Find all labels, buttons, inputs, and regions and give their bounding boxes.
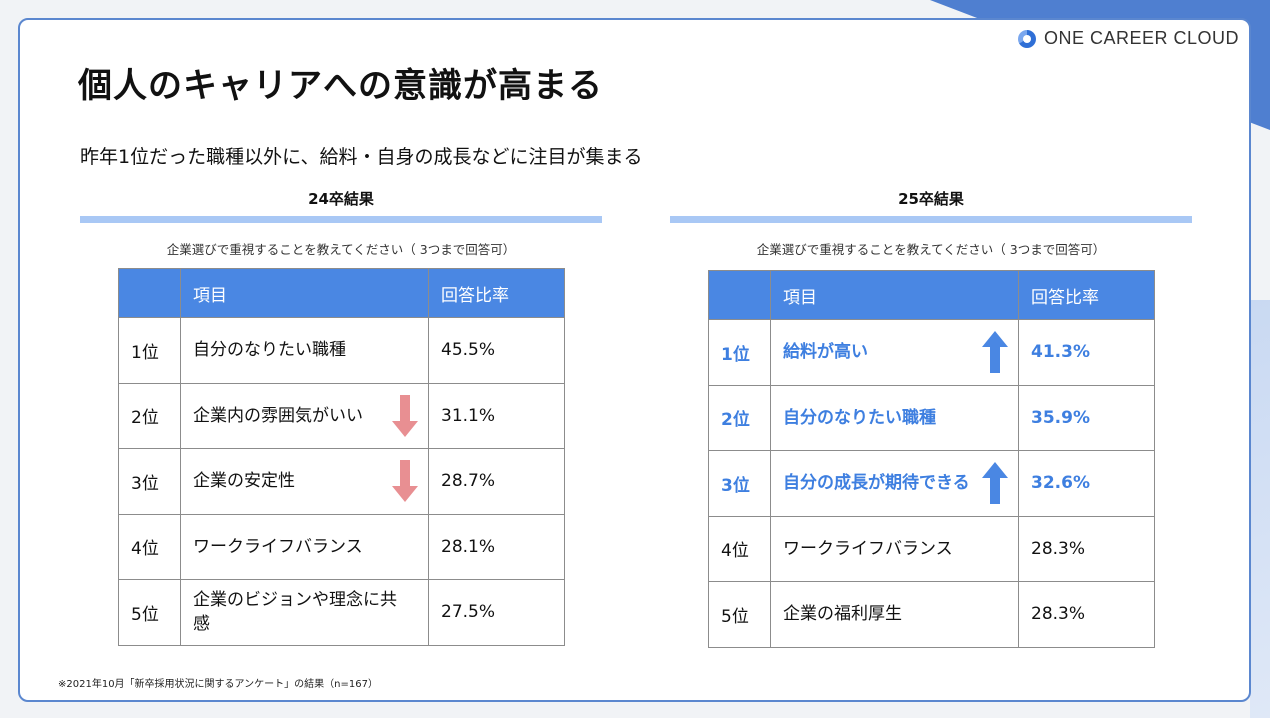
- rate-cell: 32.6%: [1018, 450, 1155, 517]
- rank-cell: 2位: [118, 382, 181, 449]
- item-label: 企業内の雰囲気がいい: [193, 405, 363, 426]
- table-row: 1位 給料が高い 41.3%: [708, 319, 1155, 386]
- item-label: 自分のなりたい職種: [193, 340, 346, 361]
- table-row: 3位 企業の安定性 28.7%: [118, 448, 565, 515]
- table-row: 4位 ワークライフバランス 28.1%: [118, 513, 565, 580]
- item-label: 企業のビジョンや理念に共感: [193, 590, 397, 635]
- rate-cell: 28.3%: [1018, 581, 1155, 648]
- rate-cell: 41.3%: [1018, 319, 1155, 386]
- item-label: 給料が高い: [783, 342, 868, 363]
- column-header-item: 項目: [180, 268, 429, 318]
- results-table: 項目 回答比率 1位 給料が高い 41.3% 2位 自分のなりたい職種 35.9% 3位 自分…: [708, 270, 1155, 648]
- column-header-rate: 回答比率: [428, 268, 565, 318]
- item-cell: 給料が高い: [770, 319, 1019, 386]
- rank-cell: 1位: [708, 319, 771, 386]
- rate-cell: 28.3%: [1018, 515, 1155, 582]
- column-header-rate: 回答比率: [1018, 270, 1155, 320]
- item-cell: ワークライフバランス: [770, 515, 1019, 582]
- panel-25: 25卒結果 企業選びで重視することを教えてください（ 3つまで回答可） 項目 回…: [670, 188, 1192, 648]
- item-cell: 自分のなりたい職種: [180, 317, 429, 384]
- item-label: ワークライフバランス: [193, 536, 363, 557]
- item-cell: ワークライフバランス: [180, 513, 429, 580]
- table-row: 4位 ワークライフバランス 28.3%: [708, 515, 1155, 582]
- rate-cell: 45.5%: [428, 317, 565, 384]
- panel-heading: 25卒結果: [898, 190, 964, 208]
- arrow-down-icon: [392, 394, 418, 437]
- panel-24: 24卒結果 企業選びで重視することを教えてください（ 3つまで回答可） 項目 回…: [80, 188, 602, 646]
- survey-question: 企業選びで重視することを教えてください（ 3つまで回答可）: [166, 242, 516, 257]
- rate-cell: 28.7%: [428, 448, 565, 515]
- item-cell: 企業の福利厚生: [770, 581, 1019, 648]
- panel-divider: [670, 216, 1192, 223]
- table-row: 2位 自分のなりたい職種 35.9%: [708, 384, 1155, 451]
- item-cell: 企業のビジョンや理念に共感: [180, 579, 429, 646]
- rank-cell: 3位: [118, 448, 181, 515]
- rank-cell: 5位: [708, 581, 771, 648]
- side-accent: [1250, 300, 1270, 718]
- rate-cell: 28.1%: [428, 513, 565, 580]
- item-label: ワークライフバランス: [783, 538, 953, 559]
- rank-cell: 1位: [118, 317, 181, 384]
- rank-cell: 2位: [708, 384, 771, 451]
- slide: ONE CAREER CLOUD 個人のキャリアへの意識が高まる 昨年1位だった…: [18, 18, 1251, 702]
- rate-cell: 35.9%: [1018, 384, 1155, 451]
- item-cell: 自分の成長が期待できる: [770, 450, 1019, 517]
- item-label: 企業の福利厚生: [783, 604, 902, 625]
- panel-heading: 24卒結果: [308, 190, 374, 208]
- results-table: 項目 回答比率 1位 自分のなりたい職種 45.5% 2位 企業内の雰囲気がいい 31.1…: [118, 268, 565, 646]
- table-row: 3位 自分の成長が期待できる 32.6%: [708, 450, 1155, 517]
- page-subtitle: 昨年1位だった職種以外に、給料・自身の成長などに注目が集まる: [80, 146, 643, 168]
- rate-cell: 27.5%: [428, 579, 565, 646]
- brand-name: ONE CAREER CLOUD: [1043, 28, 1239, 48]
- survey-question: 企業選びで重視することを教えてください（ 3つまで回答可）: [756, 242, 1106, 257]
- arrow-up-icon: [982, 462, 1008, 505]
- panel-divider: [80, 216, 602, 223]
- arrow-up-icon: [982, 331, 1008, 374]
- item-label: 企業の安定性: [193, 471, 295, 492]
- page-title: 個人のキャリアへの意識が高まる: [78, 66, 603, 106]
- item-cell: 自分のなりたい職種: [770, 384, 1019, 451]
- arrow-down-icon: [392, 460, 418, 503]
- footnote: ※2021年10月「新卒採用状況に関するアンケート」の結果（n=167）: [58, 679, 378, 690]
- item-label: 自分の成長が期待できる: [783, 473, 970, 494]
- item-cell: 企業の安定性: [180, 448, 429, 515]
- table-row: 2位 企業内の雰囲気がいい 31.1%: [118, 382, 565, 449]
- column-header-rank: [118, 268, 181, 318]
- table-row: 1位 自分のなりたい職種 45.5%: [118, 317, 565, 384]
- logo-icon: [1017, 29, 1036, 48]
- item-cell: 企業内の雰囲気がいい: [180, 382, 429, 449]
- rank-cell: 5位: [118, 579, 181, 646]
- rank-cell: 3位: [708, 450, 771, 517]
- column-header-item: 項目: [770, 270, 1019, 320]
- rate-cell: 31.1%: [428, 382, 565, 449]
- table-row: 5位 企業の福利厚生 28.3%: [708, 581, 1155, 648]
- rank-cell: 4位: [118, 513, 181, 580]
- table-row: 5位 企業のビジョンや理念に共感 27.5%: [118, 579, 565, 646]
- brand-logo: ONE CAREER CLOUD: [1017, 28, 1239, 49]
- column-header-rank: [708, 270, 771, 320]
- rank-cell: 4位: [708, 515, 771, 582]
- item-label: 自分のなりたい職種: [783, 407, 936, 428]
